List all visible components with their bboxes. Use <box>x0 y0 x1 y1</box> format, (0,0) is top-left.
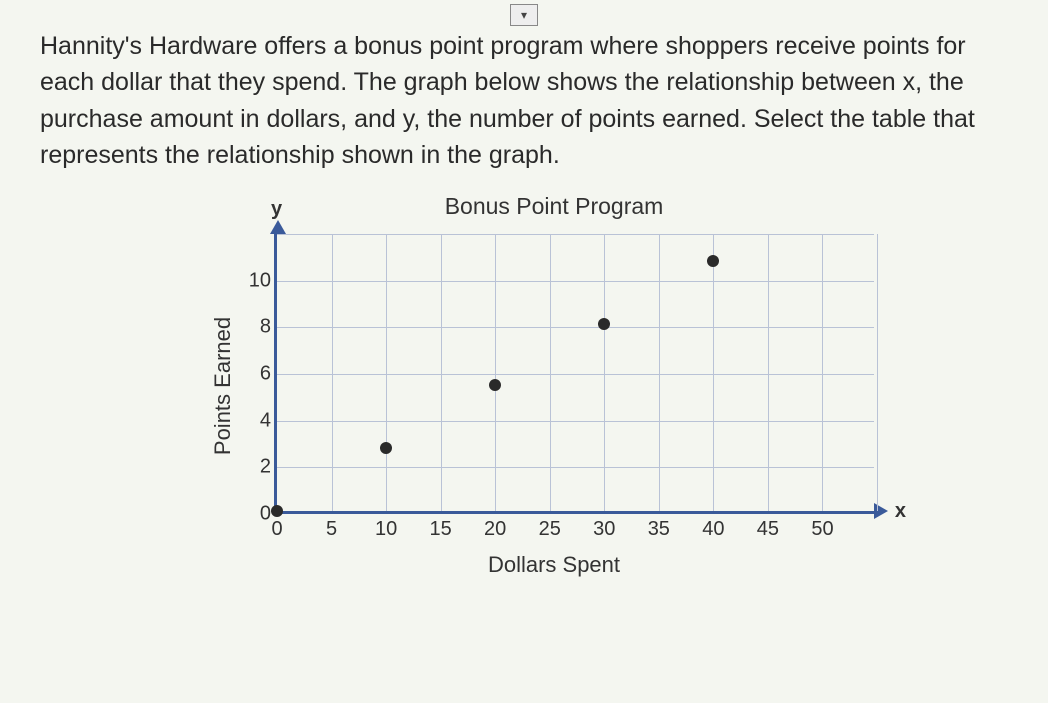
gridline-vertical <box>877 234 878 511</box>
chart-container: Bonus Point Program Points Earned y x 05… <box>164 193 884 578</box>
data-point <box>271 505 283 517</box>
dropdown-toggle[interactable]: ▾ <box>510 4 538 26</box>
gridline-vertical <box>768 234 769 511</box>
data-point <box>380 442 392 454</box>
gridline-horizontal <box>277 281 874 282</box>
x-tick-label: 15 <box>430 518 452 541</box>
gridline-horizontal <box>277 234 874 235</box>
question-text: Hannity's Hardware offers a bonus point … <box>0 0 1048 183</box>
gridline-vertical <box>441 234 442 511</box>
gridline-vertical <box>332 234 333 511</box>
y-axis-arrow-icon <box>270 220 286 234</box>
y-tick-label: 4 <box>235 409 271 432</box>
x-tick-label: 35 <box>648 518 670 541</box>
gridline-vertical <box>659 234 660 511</box>
y-tick-label: 8 <box>235 316 271 339</box>
x-tick-label: 20 <box>484 518 506 541</box>
data-point <box>707 255 719 267</box>
x-axis-letter: x <box>895 500 906 523</box>
x-tick-label: 50 <box>811 518 833 541</box>
y-tick-label: 0 <box>235 503 271 526</box>
y-axis-label: Points Earned <box>210 316 236 454</box>
x-tick-label: 30 <box>593 518 615 541</box>
data-point <box>489 379 501 391</box>
data-point <box>598 318 610 330</box>
gridline-horizontal <box>277 421 874 422</box>
chevron-down-icon: ▾ <box>521 8 527 22</box>
chart-title: Bonus Point Program <box>224 193 884 220</box>
x-tick-label: 5 <box>326 518 337 541</box>
gridline-vertical <box>604 234 605 511</box>
gridline-vertical <box>550 234 551 511</box>
y-tick-label: 6 <box>235 363 271 386</box>
y-tick-label: 10 <box>235 269 271 292</box>
gridline-vertical <box>495 234 496 511</box>
x-axis-label: Dollars Spent <box>224 552 884 578</box>
plot-grid: y x 051015202530354045500246810 <box>274 234 874 514</box>
gridline-vertical <box>386 234 387 511</box>
x-tick-label: 25 <box>539 518 561 541</box>
gridline-horizontal <box>277 374 874 375</box>
x-tick-label: 40 <box>702 518 724 541</box>
gridline-vertical <box>713 234 714 511</box>
y-tick-label: 2 <box>235 456 271 479</box>
gridline-horizontal <box>277 327 874 328</box>
y-axis-letter: y <box>271 198 282 221</box>
scatter-plot: y x 051015202530354045500246810 <box>274 224 874 544</box>
x-tick-label: 45 <box>757 518 779 541</box>
gridline-horizontal <box>277 467 874 468</box>
x-tick-label: 0 <box>271 518 282 541</box>
gridline-vertical <box>822 234 823 511</box>
x-tick-label: 10 <box>375 518 397 541</box>
